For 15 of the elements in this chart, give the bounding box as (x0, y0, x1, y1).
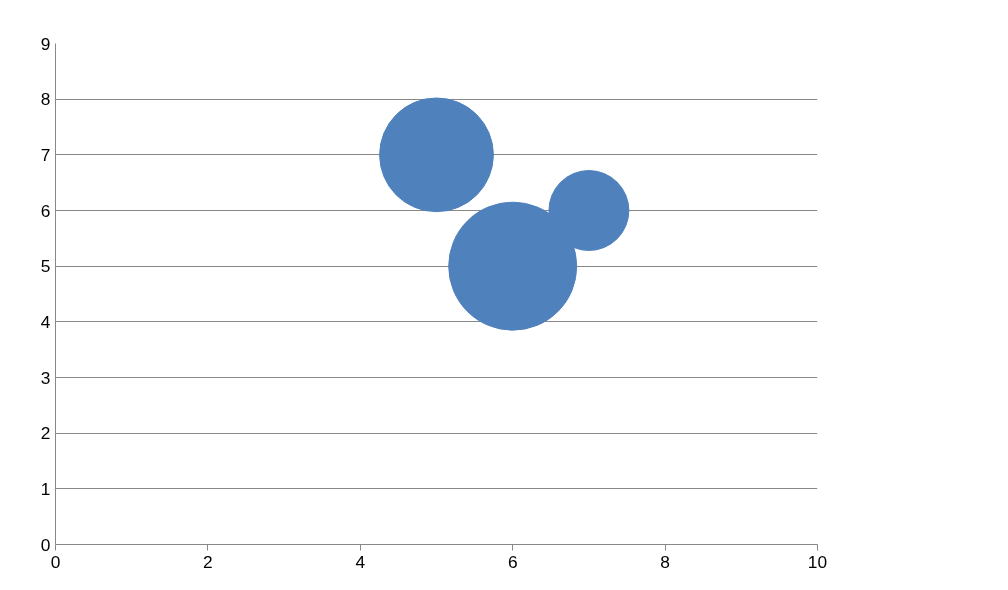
y-tick-label: 5 (40, 256, 51, 277)
y-tick-label: 3 (40, 367, 51, 388)
y-tick-label: 7 (40, 144, 51, 165)
y-tick-label: 9 (40, 33, 51, 54)
y-tick-label: 0 (40, 534, 51, 555)
y-tick-label: 4 (40, 311, 51, 332)
x-tick-label: 4 (355, 551, 366, 572)
x-tick-label: 10 (807, 551, 828, 572)
y-tick-label: 8 (40, 89, 51, 110)
y-tick-label: 1 (40, 478, 51, 499)
x-tick-label: 8 (660, 551, 670, 572)
y-tick-label: 2 (40, 423, 51, 444)
x-tick-label: 6 (507, 551, 518, 572)
x-tick-label: 2 (203, 551, 213, 572)
y-tick-label: 6 (40, 200, 51, 221)
